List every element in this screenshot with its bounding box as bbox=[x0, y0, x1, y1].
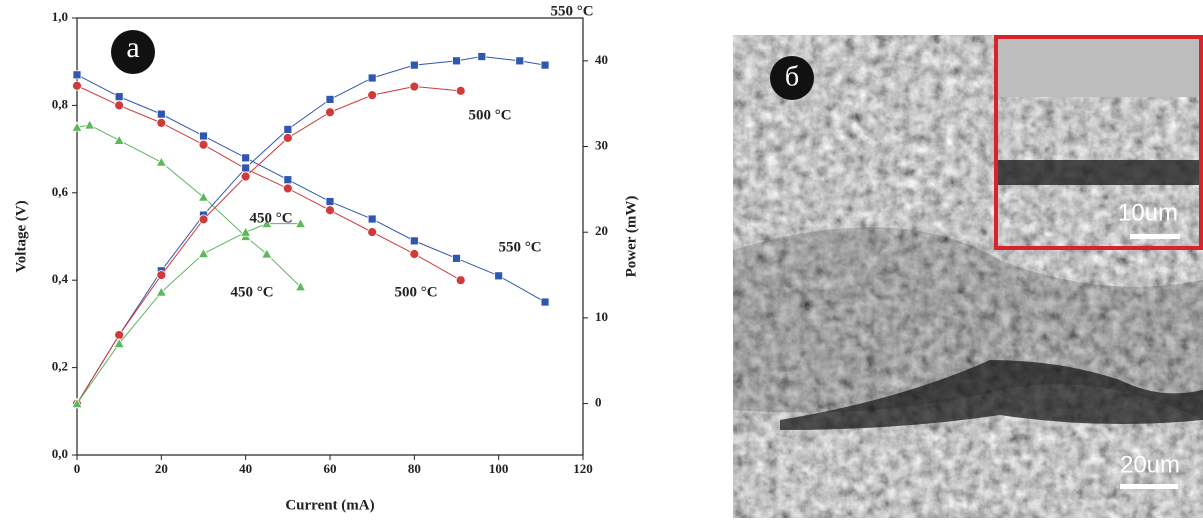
series-line bbox=[76, 74, 546, 303]
marker bbox=[283, 124, 293, 134]
y2-axis-label: Power (mW) bbox=[623, 196, 639, 278]
annotation: 500 °C bbox=[394, 284, 437, 300]
panel-badge bbox=[770, 56, 814, 100]
x-tick-label: 40 bbox=[239, 461, 252, 476]
x-tick-label: 0 bbox=[74, 461, 81, 476]
series-line bbox=[76, 124, 301, 288]
annotation: 550 °C bbox=[550, 3, 593, 19]
marker bbox=[240, 171, 251, 182]
marker bbox=[114, 100, 125, 111]
y2-tick-label: 40 bbox=[595, 52, 608, 67]
marker bbox=[409, 81, 420, 92]
marker bbox=[367, 73, 377, 83]
x-tick-label: 60 bbox=[324, 461, 337, 476]
marker bbox=[367, 90, 378, 101]
series-line bbox=[76, 85, 461, 281]
marker bbox=[367, 227, 378, 238]
annotation: 450 °C bbox=[249, 210, 292, 226]
annotation: 450 °C bbox=[230, 284, 273, 300]
marker bbox=[452, 253, 461, 263]
y-axis-label: Voltage (V) bbox=[13, 200, 29, 272]
marker bbox=[241, 163, 251, 173]
annotation: 500 °C bbox=[468, 107, 511, 123]
panel-badge bbox=[111, 30, 155, 74]
marker bbox=[455, 275, 466, 286]
y-tick-label: 0,4 bbox=[52, 271, 69, 286]
series-line bbox=[76, 86, 461, 404]
sem-photo bbox=[733, 35, 1203, 518]
x-tick-label: 100 bbox=[489, 461, 509, 476]
scale-label: 20um bbox=[1120, 451, 1180, 478]
y2-tick-label: 0 bbox=[595, 395, 602, 410]
marker bbox=[197, 191, 210, 202]
x-tick-label: 80 bbox=[408, 461, 421, 476]
marker bbox=[71, 397, 83, 408]
y2-tick-label: 30 bbox=[595, 138, 608, 153]
x-tick-label: 20 bbox=[155, 461, 168, 476]
marker bbox=[113, 134, 125, 145]
marker bbox=[71, 121, 83, 132]
marker bbox=[325, 95, 335, 104]
marker bbox=[282, 183, 293, 194]
y-tick-label: 1,0 bbox=[52, 9, 68, 24]
marker bbox=[113, 337, 125, 349]
marker bbox=[325, 107, 335, 118]
marker bbox=[452, 56, 461, 66]
marker bbox=[72, 70, 82, 80]
marker bbox=[197, 247, 210, 259]
marker bbox=[114, 92, 124, 102]
y2-tick-label: 10 bbox=[595, 309, 608, 324]
y-tick-label: 0,8 bbox=[52, 96, 69, 111]
marker bbox=[83, 119, 96, 130]
marker bbox=[494, 271, 504, 281]
y-tick-label: 0,6 bbox=[52, 184, 69, 199]
marker bbox=[198, 214, 209, 225]
marker bbox=[283, 175, 293, 185]
marker bbox=[325, 197, 335, 206]
marker bbox=[477, 52, 487, 61]
plot-frame bbox=[76, 17, 584, 456]
marker bbox=[409, 236, 419, 246]
marker bbox=[294, 280, 307, 292]
marker bbox=[156, 109, 166, 119]
marker bbox=[282, 133, 293, 143]
marker bbox=[261, 217, 273, 229]
marker bbox=[409, 60, 419, 70]
marker bbox=[294, 217, 307, 229]
marker bbox=[367, 214, 377, 224]
annotation: 550 °C bbox=[498, 239, 541, 255]
marker bbox=[241, 153, 251, 163]
marker bbox=[455, 85, 466, 96]
x-axis-label: Current (mA) bbox=[285, 497, 374, 513]
marker bbox=[155, 156, 168, 167]
inset-scale-label: 10um bbox=[1118, 199, 1178, 226]
panel-label: б bbox=[785, 61, 799, 92]
marker bbox=[515, 56, 525, 66]
y-tick-label: 0,0 bbox=[52, 446, 68, 461]
x-tick-label: 120 bbox=[573, 461, 593, 476]
marker bbox=[409, 249, 420, 259]
panel-label: a bbox=[126, 31, 139, 64]
marker bbox=[156, 270, 167, 280]
marker bbox=[72, 80, 82, 91]
marker bbox=[540, 60, 550, 70]
marker bbox=[156, 117, 167, 128]
marker bbox=[261, 248, 273, 259]
marker bbox=[540, 297, 550, 307]
chart: 0 20 40 60 80 100 120 0,0 0,2 0,4 0,6 0,8 1,0 0 10 20 30… bbox=[13, 3, 639, 513]
marker bbox=[155, 286, 168, 297]
marker bbox=[325, 205, 335, 216]
y-tick-label: 0,2 bbox=[52, 359, 68, 374]
marker bbox=[239, 226, 252, 237]
marker bbox=[199, 131, 208, 141]
marker bbox=[198, 139, 209, 150]
y2-tick-label: 20 bbox=[595, 223, 608, 238]
